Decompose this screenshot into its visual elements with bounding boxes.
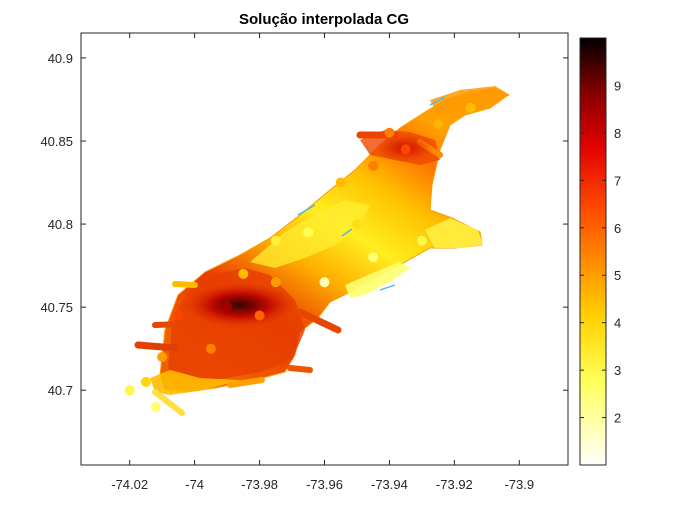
east-lobe-2 — [425, 218, 483, 248]
data-point — [465, 102, 476, 113]
y-tick-label: 40.75 — [40, 300, 73, 315]
data-point — [254, 310, 265, 321]
x-tick-label: -73.9 — [504, 477, 534, 492]
data-point — [140, 376, 151, 387]
piers — [134, 131, 443, 416]
sample-points — [124, 102, 476, 412]
data-point — [270, 235, 281, 246]
data-point — [384, 127, 395, 138]
x-tick-label: -74.02 — [111, 477, 148, 492]
colorbar-tick-label: 7 — [614, 173, 621, 188]
data-point — [124, 385, 135, 396]
colorbar-tick-label: 2 — [614, 411, 621, 426]
x-tick-label: -74 — [185, 477, 204, 492]
data-point — [173, 310, 184, 321]
y-tick-label: 40.85 — [40, 134, 73, 149]
data-point — [433, 119, 444, 130]
data-point — [416, 235, 427, 246]
data-layer — [124, 86, 510, 416]
colorbar-tick-label: 4 — [614, 316, 621, 331]
data-point — [303, 227, 314, 238]
hotspot-midtown — [185, 283, 295, 327]
colorbar-tick-label: 8 — [614, 126, 621, 141]
colorbar-tick-label: 5 — [614, 268, 621, 283]
data-point — [400, 144, 411, 155]
y-tick-label: 40.7 — [48, 383, 73, 398]
x-tick-label: -73.94 — [371, 477, 408, 492]
data-point — [238, 268, 249, 279]
x-tick-label: -73.92 — [436, 477, 473, 492]
y-tick-label: 40.9 — [48, 51, 73, 66]
data-point — [270, 277, 281, 288]
y-tick-label: 40.8 — [48, 217, 73, 232]
east-lobe — [345, 262, 410, 298]
colorbar-ticks: 2 3 4 5 6 7 8 9 — [580, 78, 621, 426]
colorbar-tick-label: 6 — [614, 221, 621, 236]
y-axis: 40.7 40.75 40.8 40.85 40.9 — [40, 51, 568, 398]
data-point — [150, 401, 161, 412]
x-tick-label: -73.98 — [241, 477, 278, 492]
data-point — [325, 210, 336, 221]
colorbar — [579, 37, 607, 466]
data-point — [368, 160, 379, 171]
x-tick-label: -73.96 — [306, 477, 343, 492]
colorbar-tick-label: 3 — [614, 363, 621, 378]
colorbar-tick-label: 9 — [614, 78, 621, 93]
x-axis: -74.02 -74 -73.98 -73.96 -73.94 -73.92 -73.9 — [111, 33, 534, 492]
data-point — [351, 219, 362, 230]
data-point — [222, 302, 233, 313]
data-point — [205, 343, 216, 354]
data-point — [157, 352, 168, 362]
south-tip — [150, 370, 240, 395]
data-point — [335, 177, 346, 188]
chart-title: Solução interpolada CG — [239, 11, 409, 28]
data-point — [368, 252, 379, 263]
north-tip — [430, 86, 510, 115]
boundary-outline — [297, 96, 446, 291]
data-point — [319, 277, 330, 288]
